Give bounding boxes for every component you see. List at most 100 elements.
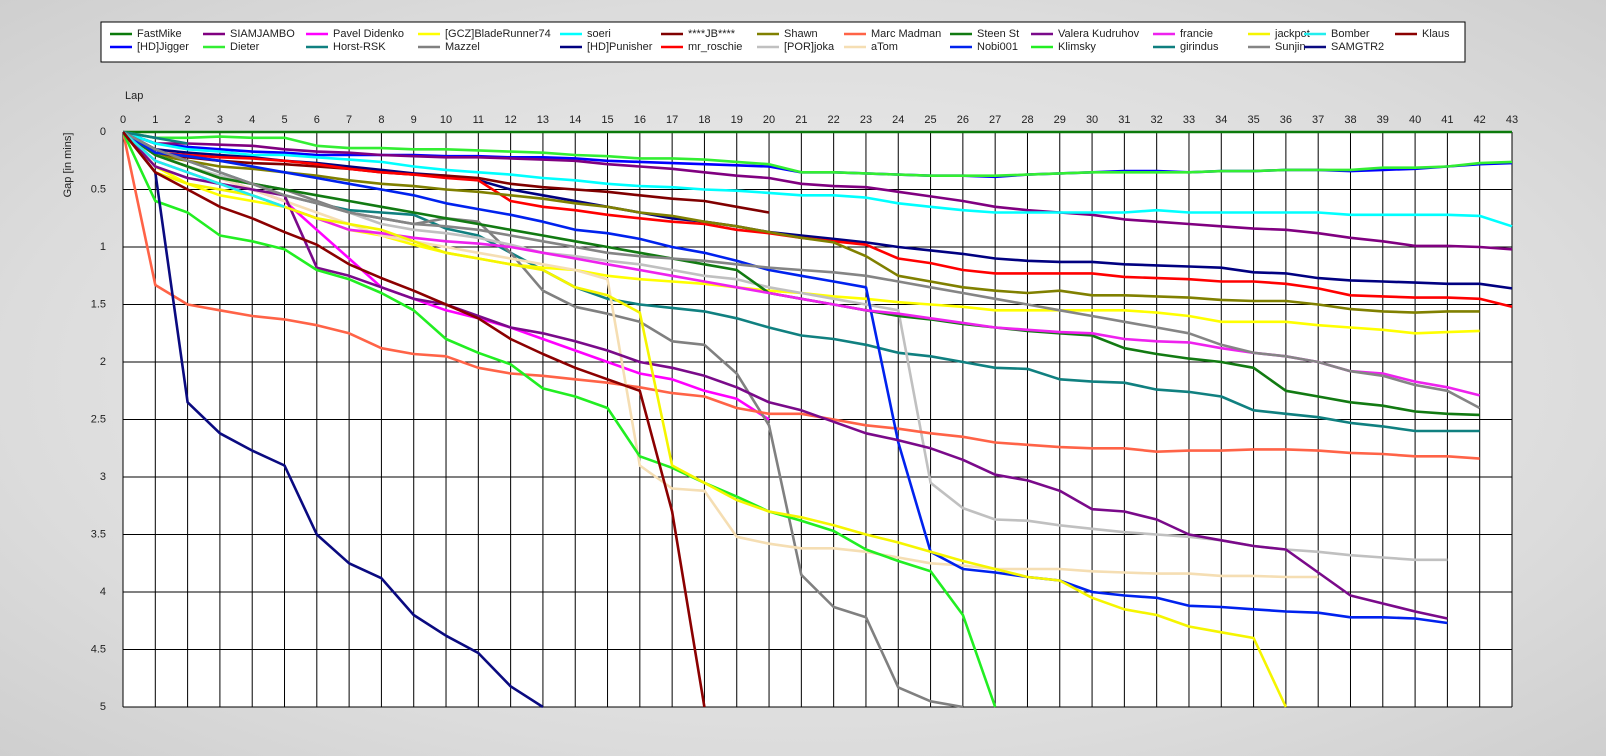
y-tick-label: 4.5 [91,643,106,655]
legend-label: Klaus [1422,28,1450,40]
x-tick-label: 24 [892,114,904,126]
plot-lines [123,130,1513,708]
series-line [123,130,1513,290]
x-tick-label: 18 [698,114,710,126]
x-tick-label: 21 [795,114,807,126]
x-tick-label: 12 [505,114,517,126]
x-tick-label: 33 [1183,114,1195,126]
y-tick-label: 3 [100,471,106,483]
x-tick-label: 43 [1506,114,1518,126]
series-line [123,130,188,145]
legend-label: [GCZ]BladeRunner74 [445,28,551,40]
legend-label: SIAMJAMBO [230,28,295,40]
x-tick-label: 28 [1021,114,1033,126]
series-line [123,131,1288,708]
x-tick-label: 29 [1054,114,1066,126]
x-tick-label: 17 [666,114,678,126]
series-line [123,130,1513,228]
x-tick-label: 34 [1215,114,1227,126]
series-line [123,131,544,708]
x-tick-label: 5 [281,114,287,126]
legend-label: francie [1180,28,1213,40]
y-tick-label: 3.5 [91,528,106,540]
x-tick-label: 25 [924,114,936,126]
legend-label: Sunjin [1275,41,1306,53]
x-tick-label: 16 [634,114,646,126]
legend-label: ****JB**** [688,28,736,40]
series-line [123,131,706,708]
x-tick-label: 15 [601,114,613,126]
x-tick-label: 14 [569,114,581,126]
x-tick-label: 35 [1247,114,1259,126]
series-line [123,131,997,708]
legend-label: [HD]Punisher [587,41,653,53]
legend-label: [POR]joka [784,41,835,53]
y-tick-label: 4 [100,586,106,598]
x-tick-label: 13 [537,114,549,126]
x-tick-label: 4 [249,114,255,126]
x-tick-label: 6 [314,114,320,126]
legend-label: Steen St [977,28,1019,40]
x-tick-label: 8 [378,114,384,126]
y-tick-label: 0 [100,126,106,138]
x-tick-label: 1 [152,114,158,126]
legend-label: SAMGTR2 [1331,41,1384,53]
x-tick-label: 2 [185,114,191,126]
series-line [123,131,1448,620]
legend-label: Valera Kudruhov [1058,28,1140,40]
x-tick-label: 36 [1280,114,1292,126]
x-tick-label: 20 [763,114,775,126]
y-tick-label: 2 [100,356,106,368]
x-tick-label: 31 [1118,114,1130,126]
y-axis-label: Gap [in mins] [62,133,74,198]
legend-label: Mazzel [445,41,480,53]
y-tick-label: 5 [100,701,106,713]
legend-label: Pavel Didenko [333,28,404,40]
legend-label: Bomber [1331,28,1370,40]
legend-label: Klimsky [1058,41,1096,53]
legend-label: [HD]Jigger [137,41,189,53]
x-axis-label: Lap [125,90,143,102]
x-tick-label: 23 [860,114,872,126]
x-tick-label: 0 [120,114,126,126]
legend-label: Horst-RSK [333,41,386,53]
x-tick-label: 42 [1474,114,1486,126]
x-tick-label: 22 [828,114,840,126]
x-tick-label: 37 [1312,114,1324,126]
x-tick-label: 7 [346,114,352,126]
legend-label: Nobi001 [977,41,1018,53]
legend-label: aTom [871,41,898,53]
series-line [123,130,1513,177]
series-line [123,130,1480,314]
series-line [123,130,1513,251]
series-line [123,131,1480,460]
x-tick-label: 27 [989,114,1001,126]
series-line [123,130,1481,410]
legend-label: soeri [587,28,611,40]
legend-label: Dieter [230,41,260,53]
series-line [123,130,1319,579]
legend-label: Marc Madman [871,28,941,40]
series-line [123,130,1480,433]
x-tick-label: 11 [473,114,484,126]
legend-label: jackpot [1274,28,1310,40]
x-tick-label: 39 [1377,114,1389,126]
x-tick-label: 38 [1344,114,1356,126]
x-tick-label: 26 [957,114,969,126]
y-tick-label: 1.5 [91,298,106,310]
x-tick-label: 30 [1086,114,1098,126]
x-tick-label: 41 [1441,114,1453,126]
series-line [123,131,285,209]
y-tick-label: 1 [100,241,106,253]
y-tick-label: 0.5 [91,183,106,195]
x-tick-label: 32 [1151,114,1163,126]
x-tick-label: 40 [1409,114,1421,126]
legend-label: FastMike [137,28,182,40]
x-tick-label: 10 [440,114,452,126]
legend-label: girindus [1180,41,1219,53]
series-line [123,130,1448,625]
x-tick-label: 9 [411,114,417,126]
x-tick-label: 3 [217,114,223,126]
